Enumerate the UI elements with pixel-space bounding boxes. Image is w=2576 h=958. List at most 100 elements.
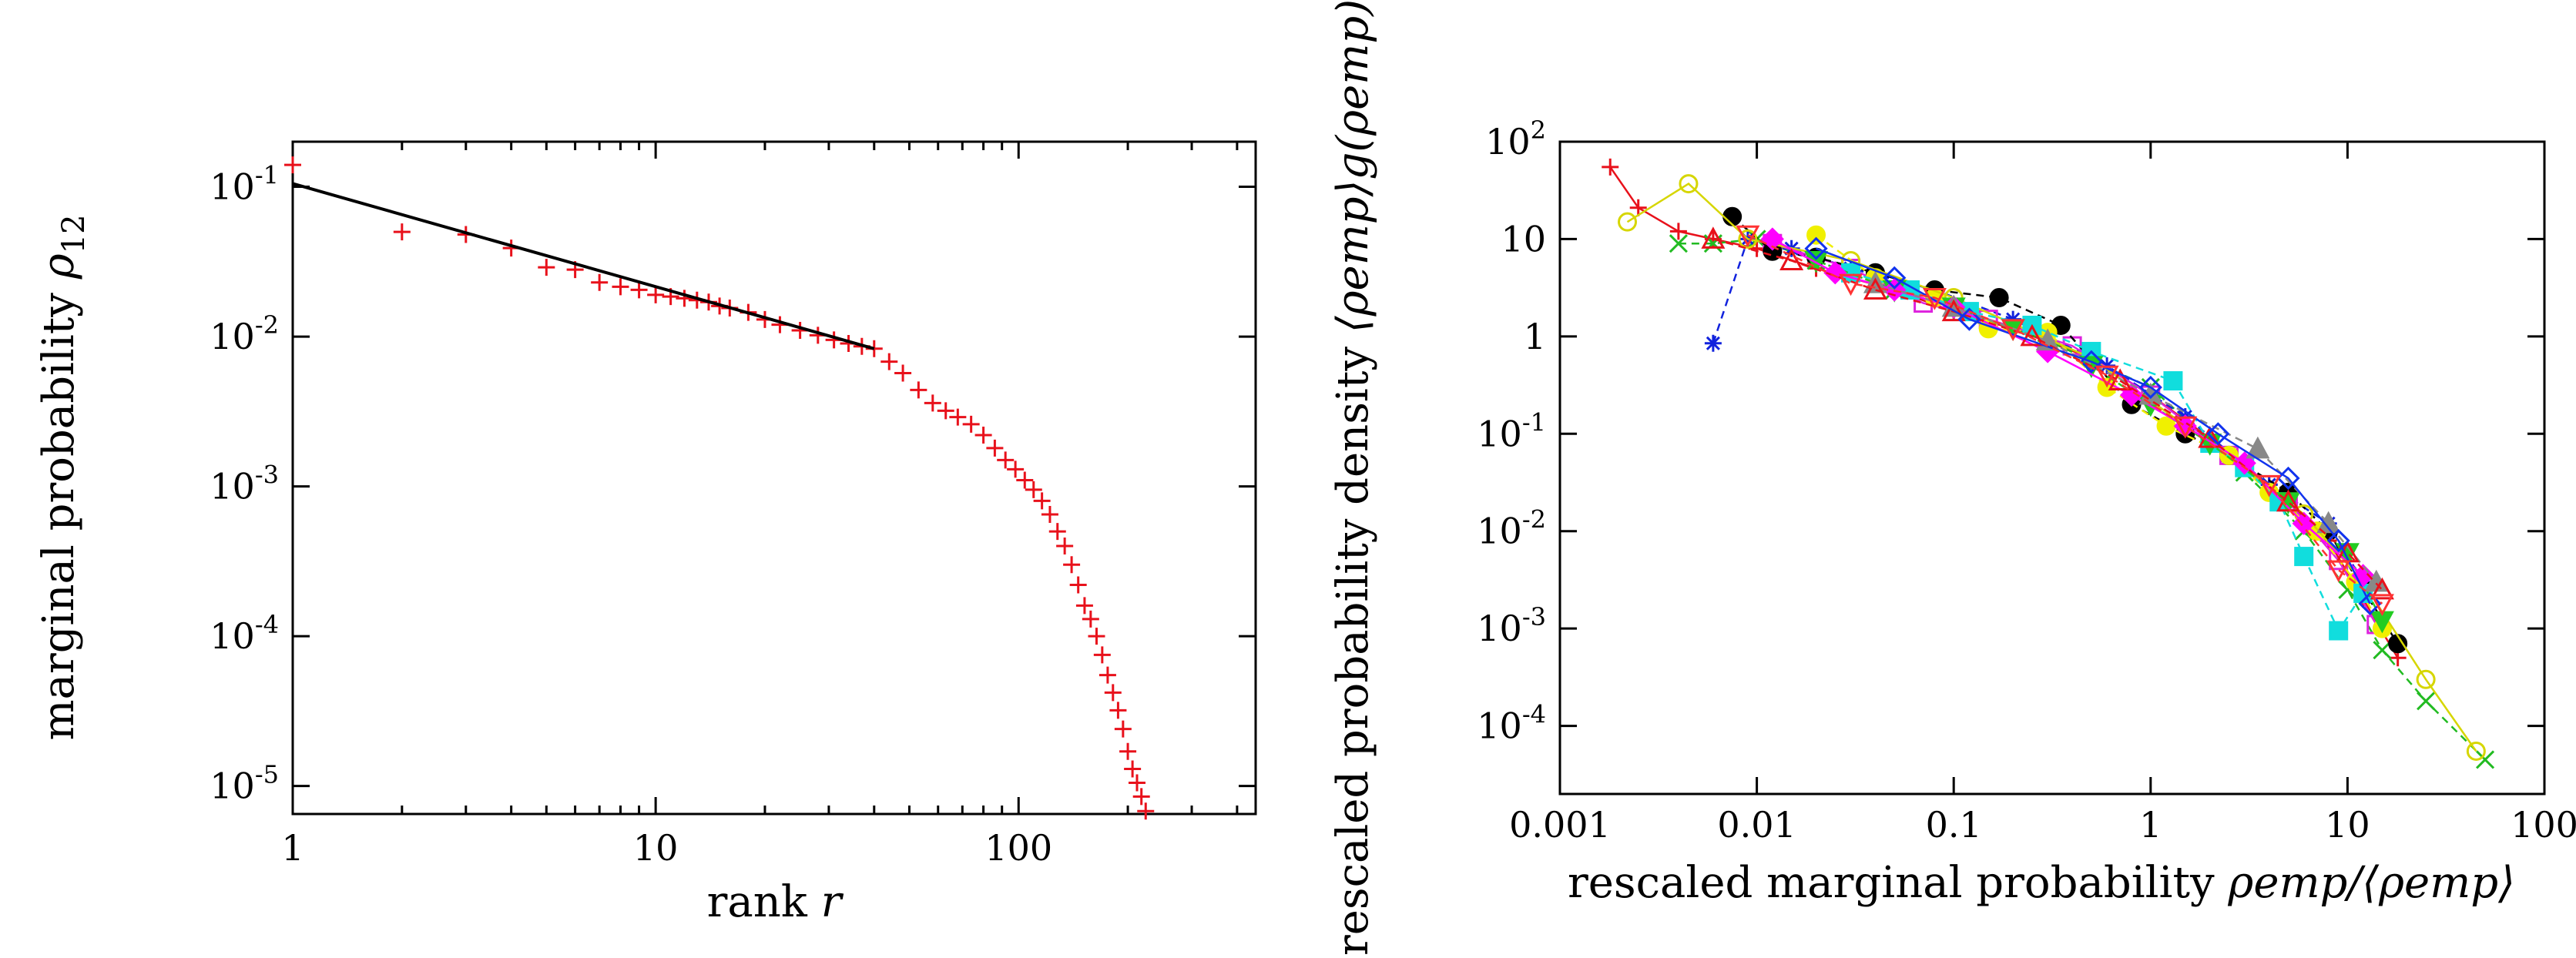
rank-series-point-40: [1048, 523, 1066, 541]
rescaled-ytick-label: 10-3: [1477, 602, 1546, 649]
rescaled-series-12-point-5: [2206, 422, 2230, 446]
rescaled-series-line: [1626, 183, 2477, 752]
rescaled-series-0-point-0: [1602, 158, 1619, 176]
rank-ytick-label: 10-4: [210, 610, 279, 657]
rank-series-point-9: [647, 286, 665, 303]
rescaled-series-0-point-2: [1669, 223, 1687, 240]
rank-series-point-55: [1132, 788, 1150, 806]
rescaled-chart-ylabel: rescaled probability density ⟨ρemp⟩g(ρem…: [1328, 0, 1378, 956]
rescaled-xtick-label: 100: [2511, 804, 2576, 846]
rank-series-point-0: [284, 156, 301, 174]
rank-series-point-7: [612, 278, 629, 296]
rescaled-series-line: [1609, 166, 2399, 658]
rank-series-point-30: [949, 408, 967, 426]
rank-series-point-53: [1124, 760, 1142, 778]
rescaled-xtick-label: 1: [2139, 804, 2162, 846]
rescaled-chart-ticks: 0.001 0.01 0.1 1 10 100 102 10 1 10-1 10-2 10-3 10-4: [1477, 116, 2576, 846]
rank-series-point-26: [894, 364, 912, 382]
rescaled-series-13: [1736, 225, 2394, 617]
rescaled-series-2-point-0: [1704, 334, 1722, 352]
rescaled-series-6-point-10: [2466, 741, 2486, 761]
rescaled-series-2: [1704, 230, 2372, 591]
rescaled-series-3: [1763, 233, 2386, 635]
rank-series-point-37: [1025, 481, 1042, 498]
rank-ytick-label: 10-3: [210, 461, 279, 507]
rescaled-xtick-label: 0.001: [1509, 804, 1611, 846]
rank-chart-plot: [284, 156, 1155, 820]
rescaled-series-line: [1816, 260, 2383, 621]
rank-series-point-27: [910, 381, 927, 399]
rank-series-point-25: [880, 353, 898, 370]
rescaled-chart-frame: [1558, 140, 2546, 796]
rescaled-series-7: [1841, 263, 2373, 641]
rescaled-series-line: [1816, 247, 2371, 605]
rescaled-series-6-point-2: [1738, 229, 1758, 249]
rescaled-xtick-label: 0.1: [1926, 804, 1982, 846]
rank-series-point-6: [591, 273, 609, 291]
rescaled-series-11: [1701, 226, 2394, 600]
rescaled-ytick-label: 102: [1485, 116, 1546, 162]
rank-ytick-label: 10-2: [210, 310, 279, 357]
rank-series-point-29: [937, 402, 954, 420]
rank-series-point-42: [1063, 556, 1081, 574]
rescaled-series-12-point-3: [2079, 350, 2103, 373]
rank-series-point-51: [1114, 720, 1132, 738]
rank-series-point-34: [997, 451, 1015, 469]
rank-chart-ticks: 1 10 100 10-1 10-2 10-3 10-4 10-5: [210, 142, 1256, 869]
rescaled-series-line: [1772, 243, 2377, 625]
rescaled-series-9: [1760, 227, 2375, 588]
rank-ytick-label: 10-1: [210, 161, 279, 208]
rescaled-series-line: [1712, 237, 2364, 583]
rank-series-point-49: [1104, 684, 1122, 702]
rescaled-series-12-point-4: [2138, 375, 2162, 400]
rescaled-series-10-point-3: [2138, 382, 2163, 405]
rescaled-series-1-point-13: [2475, 750, 2495, 769]
rescaled-series-12-point-6: [2276, 466, 2300, 491]
rank-chart-frame: [291, 140, 1257, 816]
rescaled-series-11-point-3: [1941, 299, 1966, 322]
rescaled-series-13-point-3: [2001, 319, 2025, 342]
rescaled-series-line: [1850, 272, 2364, 633]
rescaled-series-12-point-0: [1804, 236, 1828, 260]
rank-series-point-35: [1007, 461, 1025, 478]
rescaled-series-8-point-0: [1804, 250, 1829, 273]
rescaled-series-12-point-2: [1957, 307, 1981, 331]
rank-series-point-4: [538, 259, 555, 276]
rescaled-series-1-point-11: [2373, 641, 2392, 660]
rescaled-chart-plot: [1602, 158, 2495, 769]
rank-ytick-label: 10-5: [210, 760, 279, 807]
rescaled-series-10-point-4: [2246, 436, 2270, 459]
rank-series-point-54: [1129, 774, 1145, 792]
rescaled-series-4-point-0: [1722, 206, 1742, 226]
rescaled-series-4-point-5: [1989, 288, 2009, 308]
rank-series-point-28: [924, 394, 941, 412]
rescaled-series-1-point-12: [2417, 692, 2436, 711]
rescaled-series-line: [1772, 238, 2364, 577]
rank-series-point-45: [1082, 610, 1099, 628]
rank-chart: 1 10 100 10-1 10-2 10-3 10-4 10-5 rank r margin…: [34, 140, 1257, 927]
rescaled-series-6-point-1: [1679, 174, 1699, 194]
rescaled-series-6-point-9: [2416, 669, 2436, 689]
rescaled-series-13-point-1: [1839, 273, 1863, 296]
rescaled-series-5-point-0: [1806, 225, 1826, 245]
rank-series-point-1: [393, 223, 411, 241]
rescaled-series-12: [1804, 236, 2382, 616]
rescaled-series-11-point-2: [1863, 277, 1888, 300]
rescaled-series-line: [1712, 238, 2383, 591]
rescaled-series-11-point-6: [2198, 425, 2222, 448]
rescaled-series-11-point-0: [1701, 226, 1726, 249]
rescaled-series-1: [1669, 229, 2495, 769]
rescaled-ytick-label: 10: [1501, 218, 1546, 260]
rescaled-series-8: [1804, 250, 2394, 634]
rescaled-ytick-label: 10-2: [1477, 505, 1546, 552]
rank-series-point-56: [1137, 802, 1155, 820]
rescaled-series-line: [1875, 282, 2377, 583]
rescaled-series-11-point-4: [2020, 323, 2044, 347]
power-law-fit-line: [292, 182, 875, 350]
rescaled-chart: 0.001 0.01 0.1 1 10 100 102 10 1 10-1 10-2 10-3 10-4…: [1328, 0, 2576, 956]
rank-xtick-label: 1: [281, 827, 304, 869]
rank-chart-xlabel: rank r: [707, 877, 844, 927]
rescaled-series-0: [1602, 158, 2407, 667]
rescaled-series-7-point-9: [2294, 547, 2314, 567]
rescaled-series-13-point-5: [2173, 416, 2198, 439]
